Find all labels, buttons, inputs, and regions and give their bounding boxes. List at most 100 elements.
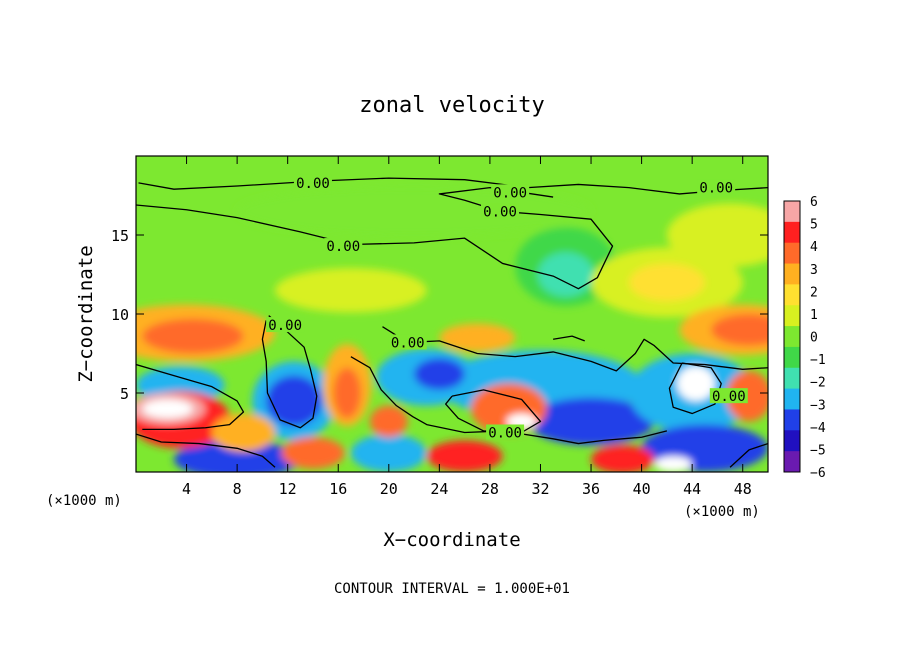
colorbar-label: 5: [810, 218, 818, 233]
colorbar-swatch: [784, 326, 800, 348]
colorbar-label: −4: [810, 421, 826, 436]
contour-label: 0.00: [268, 318, 302, 334]
contour-line: [138, 177, 768, 195]
contour-line: [350, 356, 668, 445]
field-blob: [676, 366, 715, 401]
x-axis-label: X−coordinate: [383, 529, 520, 551]
contour-line: [136, 186, 614, 290]
colorbar-frame: [783, 200, 801, 473]
field-blob: [350, 434, 427, 472]
colorbar-label: −6: [810, 466, 826, 481]
contour-label: 0.00: [391, 335, 425, 351]
colorbar-swatch: [784, 305, 800, 327]
colorbar-swatch: [784, 242, 800, 265]
contour-line: [136, 363, 245, 430]
y-tick-label: 10: [111, 306, 129, 324]
colorbar-swatch: [784, 409, 800, 431]
contour-label-bg: [491, 184, 530, 200]
colorbar-swatch: [784, 263, 800, 285]
field-blob: [142, 318, 244, 354]
contour-label-bg: [481, 203, 520, 219]
contour-line: [668, 362, 722, 415]
colorbar-label: −3: [810, 398, 826, 413]
x-unit-right: (×1000 m): [684, 504, 760, 520]
colorbar-swatch: [784, 284, 800, 306]
field-blob: [711, 314, 768, 346]
colorbar-swatch: [784, 430, 800, 452]
x-tick-label: 24: [430, 480, 448, 498]
field-blob: [275, 268, 427, 313]
contour-line: [136, 433, 276, 468]
contour-label-bg: [293, 174, 332, 190]
field-blob: [333, 367, 361, 419]
field-blob: [266, 375, 322, 427]
colorbar-label: 2: [810, 285, 818, 300]
contour-line: [261, 315, 318, 429]
x-tick-label: 44: [683, 480, 701, 498]
field-blob: [142, 399, 193, 419]
colorbar-label: 3: [810, 263, 818, 278]
field-blob: [173, 440, 301, 472]
field-blob: [426, 440, 503, 472]
y-tick-label: 15: [111, 227, 129, 245]
field-blob: [369, 405, 408, 438]
colorbar-label: 4: [810, 240, 818, 255]
y-axis-label: Z−coordinate: [75, 245, 97, 382]
x-tick-label: 28: [481, 480, 499, 498]
heatmap-field: [136, 156, 768, 472]
contour-label: 0.00: [712, 389, 746, 405]
colorbar-swatch: [784, 201, 800, 223]
contour-label: 0.00: [488, 426, 522, 442]
field-blob: [211, 413, 276, 452]
colorbar-label: 1: [810, 308, 818, 323]
field-blob: [439, 323, 516, 352]
contour-label: 0.00: [326, 239, 360, 255]
field-blob: [666, 203, 768, 267]
contour-line: [729, 442, 768, 468]
field-blob: [591, 445, 655, 472]
x-tick-label: 8: [233, 480, 242, 498]
contour-label-bg: [697, 179, 736, 195]
contour-line: [553, 335, 585, 342]
x-tick-label: 12: [279, 480, 297, 498]
contour-label-bg: [388, 334, 427, 350]
colorbar-label: 0: [810, 331, 818, 346]
colorbar-swatch: [784, 367, 800, 390]
contour-label: 0.00: [699, 181, 733, 197]
colorbar-label: −2: [810, 376, 826, 391]
field-blob: [281, 437, 345, 469]
contour-label-bg: [709, 388, 748, 404]
colorbar: 6 5 4 3 2 1 0 −1 −2 −3 −4 −5 −6: [783, 195, 826, 481]
contour-interval-note: CONTOUR INTERVAL = 1.000E+01: [334, 581, 570, 597]
contour-label: 0.00: [493, 185, 527, 201]
contour-label: 0.00: [483, 204, 517, 220]
colorbar-swatch: [784, 221, 800, 244]
x-unit-left: (×1000 m): [46, 493, 122, 509]
x-tick-label: 4: [182, 480, 191, 498]
x-tick-label: 16: [329, 480, 347, 498]
colorbar-swatch: [784, 346, 800, 369]
contour-label-bg: [486, 424, 525, 440]
colorbar-label: −1: [810, 353, 826, 368]
chart-title: zonal velocity: [359, 93, 544, 118]
x-tick-label: 40: [633, 480, 651, 498]
colorbar-label: 6: [810, 195, 818, 210]
x-tick-label: 20: [380, 480, 398, 498]
field-blob: [527, 397, 655, 446]
field-blob: [628, 263, 705, 302]
x-tick-label: 32: [531, 480, 549, 498]
field-blob: [414, 358, 465, 390]
x-tick-label: 48: [734, 480, 752, 498]
contour-label-bg: [266, 317, 305, 333]
contour-label-bg: [324, 238, 363, 254]
field-blob: [537, 252, 594, 297]
colorbar-swatch: [784, 451, 800, 473]
colorbar-swatch: [784, 388, 800, 410]
contour-label: 0.00: [296, 176, 330, 192]
x-tick-label: 36: [582, 480, 600, 498]
y-tick-label: 5: [120, 385, 129, 403]
colorbar-label: −5: [810, 443, 826, 458]
field-blob: [654, 456, 693, 472]
contour-line: [382, 326, 768, 372]
